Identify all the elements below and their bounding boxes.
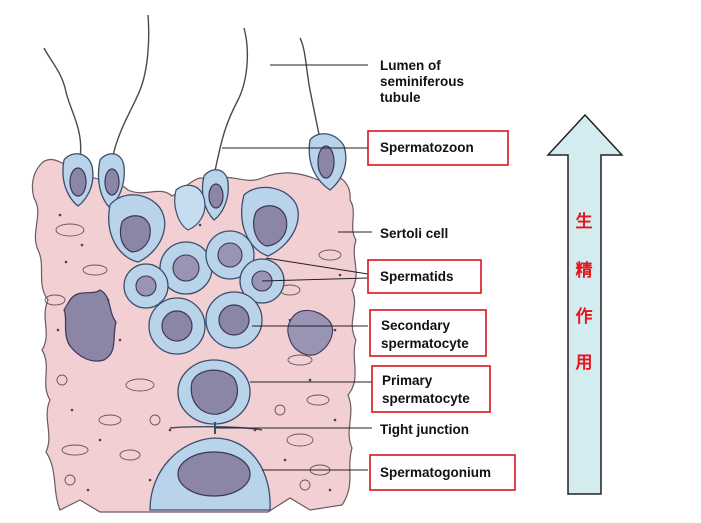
label-primary-line1: Primary (382, 373, 433, 388)
leader-lines (216, 64, 372, 471)
arrow-char-3: 作 (576, 306, 593, 327)
arrow-char-4: 用 (576, 353, 593, 373)
cytoplasm-granules (56, 213, 342, 492)
spermatozoon-box (367, 130, 509, 166)
spermatids-box (367, 259, 482, 294)
sertoli-nucleus (63, 289, 117, 362)
label-lumen-line2: seminiferous (380, 74, 464, 89)
arrow-char-2: 精 (576, 260, 593, 281)
sertoli-nucleus-right (287, 309, 334, 356)
label-spermatozoon: Spermatozoon (380, 140, 474, 155)
round-spermatids (123, 230, 285, 309)
label-spermatogonium: Spermatogonium (380, 465, 491, 480)
label-lumen: Lumen of seminiferous tubule (380, 58, 464, 105)
label-spermatids: Spermatids (380, 269, 454, 284)
primary-spermatocyte-box (371, 365, 491, 413)
primary-spermatocyte (177, 359, 251, 425)
up-arrow-icon (546, 113, 624, 495)
late-spermatids (108, 184, 299, 263)
spermatogonium-box (369, 454, 516, 491)
secondary-spermatocyte-box (369, 309, 487, 357)
seminiferous-epithelium-illustration (31, 14, 372, 513)
label-secondary-line2: spermatocyte (381, 336, 469, 351)
secondary-spermatocytes (148, 291, 263, 355)
label-tight-junction: Tight junction (380, 422, 469, 437)
label-primary-line2: spermatocyte (382, 391, 470, 406)
label-lumen-line1: Lumen of (380, 58, 441, 73)
spermatogonium (149, 437, 271, 511)
label-lumen-line3: tubule (380, 90, 421, 105)
label-sertoli-cell: Sertoli cell (380, 226, 448, 241)
arrow-char-1: 生 (576, 211, 593, 232)
spermatogenesis-arrow: 生 精 作 用 (546, 113, 624, 495)
label-secondary-line1: Secondary (381, 318, 451, 333)
